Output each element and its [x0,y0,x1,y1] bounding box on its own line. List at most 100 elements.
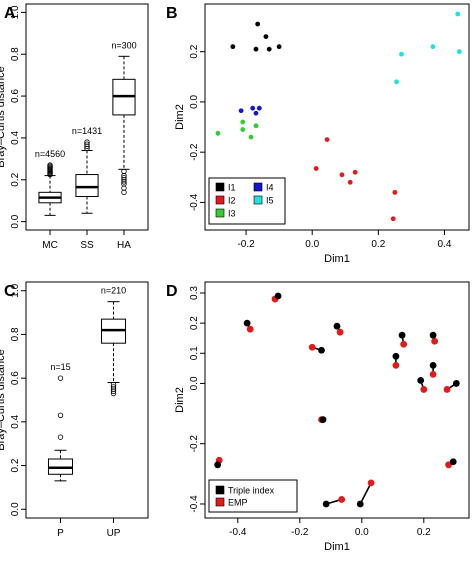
data-point [456,49,462,55]
y-tick-label: -0.4 [189,495,200,513]
x-tick-label: P [57,528,64,539]
legend-swatch [253,195,263,205]
sample-pair [398,331,408,348]
sample-pair [243,319,254,333]
legend-swatch [215,195,225,205]
outlier-point [110,382,117,388]
data-point [276,44,282,50]
legend-label: I3 [228,209,236,219]
y-tick-label: 0.0 [189,376,200,390]
x-tick-label: HA [117,240,131,251]
legend-label: I2 [228,196,236,206]
triple-index-point [449,458,457,466]
data-point [253,123,259,129]
sample-pair [417,377,428,393]
sample-pair [214,456,223,469]
plot-frame-C [25,281,149,519]
plot-frame-B [204,3,470,231]
sample-pair [356,479,375,508]
series-I1 [230,21,282,52]
legend: I1 I2 I3 I4 I5 [208,177,286,225]
triple-index-point [243,319,251,327]
x-axis-title: Dim1 [324,253,350,265]
y-tick-label: -0.2 [189,435,200,453]
y-tick-label: 0.2 [189,44,200,58]
emp-point [420,386,428,393]
emp-point [392,361,400,369]
y-tick-label: 0.2 [189,316,200,330]
triple-index-point [452,380,460,387]
y-tick-label: 1.0 [10,283,21,297]
data-point [390,216,396,222]
triple-index-point [429,331,437,339]
data-point [253,46,259,52]
triple-index-point [392,352,400,360]
legend-label: I4 [266,183,274,193]
emp-point [431,337,439,345]
legend-label: I1 [228,183,236,193]
data-point [240,127,246,132]
x-tick-label: 0.2 [417,527,431,538]
y-tick-label: 0.3 [189,286,200,300]
x-tick-label: -0.2 [237,239,255,250]
emp-point [400,340,408,348]
y-axis-title: Dim2 [174,104,186,130]
data-point [347,179,353,185]
data-point [430,44,436,50]
box-MC: n=4560 [35,149,65,216]
y-tick-label: 0.6 [10,371,21,385]
sample-pair [333,322,344,336]
x-tick-label: UP [107,528,121,539]
y-tick-label: 0.4 [10,414,21,428]
emp-point [246,325,254,333]
y-tick-label: 0.8 [10,327,21,341]
sample-pair [318,416,327,423]
y-tick-label: 0.2 [10,172,21,186]
legend-swatch [253,182,263,192]
triple-index-point [214,461,222,469]
outlier-point [121,174,127,181]
sample-pair [443,380,460,393]
triple-index-point [356,500,364,508]
y-axis-title: Bray–Curtis distance [0,66,7,168]
data-point [263,34,269,40]
legend-swatch [215,485,225,495]
sample-pair [429,331,439,345]
x-tick-label: 0.0 [305,239,319,250]
legend-box [208,479,298,513]
outlier-point [84,143,90,149]
y-tick-label: -0.2 [189,143,200,161]
outlier-point [57,412,64,418]
y-tick-label: 0.1 [189,346,200,360]
outlier-point [121,177,127,183]
x-tick-label: -0.2 [291,527,309,538]
panel-letter-B: B [166,5,178,22]
data-point [339,172,345,178]
y-tick-label: -0.4 [189,193,200,211]
box-iqr [75,174,99,198]
emp-point [308,343,316,351]
data-point [256,105,262,111]
data-point [266,46,272,52]
x-tick-label: MC [42,240,58,251]
triple-index-point [333,322,341,330]
data-point [455,11,461,17]
emp-point [336,328,344,336]
outlier-point [84,141,90,147]
series-I2 [313,137,398,222]
panel-letter-C: C [4,283,16,300]
emp-point [338,496,346,503]
data-point [215,130,221,136]
x-axis-title: Dim1 [324,541,350,553]
data-point [352,169,358,175]
y-tick-label: 0.4 [10,131,21,145]
outlier-point [84,139,90,145]
x-tick-label: 0.4 [438,239,452,250]
triple-index-point [319,416,327,423]
outlier-point [121,181,127,187]
triple-index-point [274,292,282,300]
box-count-label: n=1431 [72,126,102,136]
triple-index-point [417,377,425,384]
outlier-point [121,189,127,196]
